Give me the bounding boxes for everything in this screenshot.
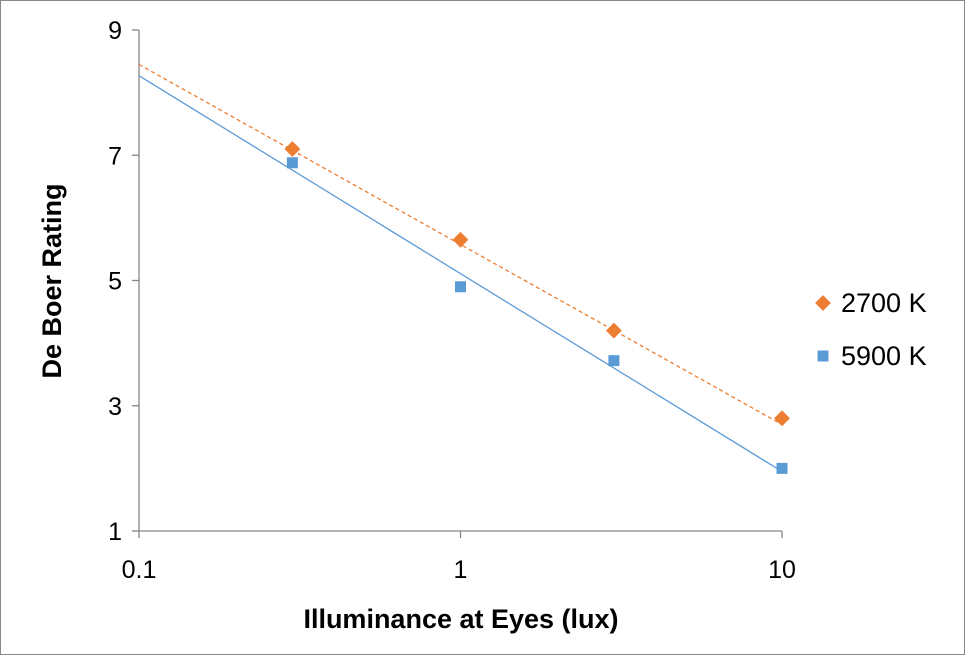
data-point-diamond	[774, 410, 790, 427]
axes	[132, 29, 783, 538]
data-points	[284, 141, 790, 474]
y-tick-label: 7	[108, 142, 122, 170]
x-axis-title: Illuminance at Eyes (lux)	[303, 604, 618, 634]
x-tick-label: 0.1	[122, 556, 157, 584]
data-point-diamond	[605, 322, 622, 339]
data-point-diamond	[815, 295, 831, 311]
trendline	[138, 75, 783, 473]
y-tick-label: 9	[108, 17, 122, 45]
data-point-square	[286, 157, 298, 169]
data-point-square	[817, 350, 829, 362]
legend-item: 2700 K	[815, 288, 927, 318]
trendlines	[138, 63, 783, 473]
legend-label: 2700 K	[841, 288, 927, 318]
y-tick-label: 5	[108, 268, 122, 296]
data-point-square	[608, 355, 620, 367]
legend-item: 5900 K	[817, 341, 927, 371]
x-tick-label: 10	[768, 556, 796, 584]
y-axis-title: De Boer Rating	[37, 183, 67, 378]
data-point-square	[455, 281, 466, 293]
data-point-square	[776, 462, 788, 474]
legend: 2700 K 5900 K	[815, 288, 927, 371]
data-point-diamond	[284, 141, 301, 157]
data-point-diamond	[452, 231, 469, 248]
trendline	[138, 63, 783, 426]
legend-label: 5900 K	[841, 341, 927, 371]
y-tick-label: 3	[108, 393, 122, 421]
y-tick-label: 1	[108, 518, 122, 546]
x-tick-label: 1	[454, 556, 468, 584]
